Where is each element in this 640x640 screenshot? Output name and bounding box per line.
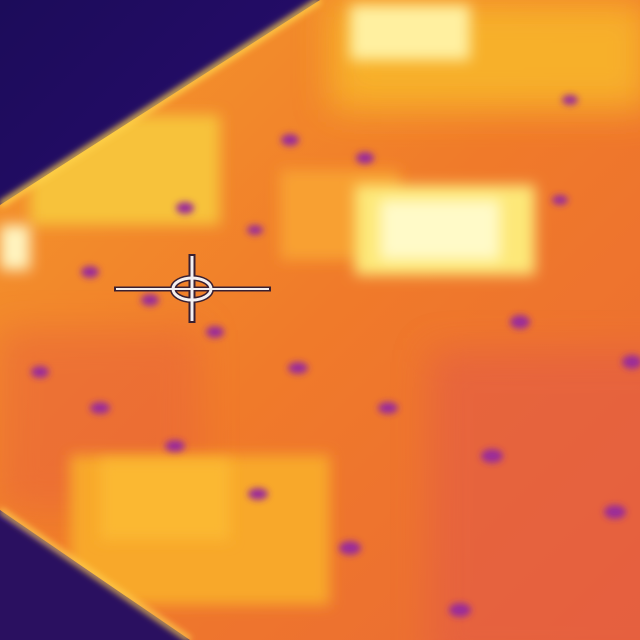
- dot: [176, 202, 194, 214]
- dot: [449, 603, 471, 617]
- crosshair: [114, 254, 271, 323]
- panel-edge: [0, 507, 192, 640]
- dot: [141, 294, 159, 306]
- dot: [165, 440, 185, 452]
- dot: [356, 152, 374, 164]
- bolt-dots: [31, 95, 640, 617]
- warm-region: [100, 460, 230, 540]
- hot-spot: [380, 200, 500, 260]
- dot: [247, 225, 263, 235]
- dot: [281, 134, 299, 146]
- dot: [206, 326, 224, 338]
- dot: [481, 449, 503, 463]
- panel-edge: [0, 0, 322, 208]
- dot: [552, 195, 568, 205]
- dot: [288, 362, 308, 374]
- dot: [339, 541, 361, 555]
- dot: [81, 266, 99, 278]
- dot: [604, 505, 626, 519]
- dot: [248, 488, 268, 500]
- dot: [510, 315, 530, 329]
- dot: [622, 355, 640, 369]
- cool-region: [430, 350, 640, 640]
- dot: [562, 95, 578, 105]
- dot: [378, 402, 398, 414]
- hot-spot: [350, 5, 470, 60]
- crosshair-ring: [171, 276, 213, 302]
- dot: [31, 366, 49, 378]
- dot: [90, 402, 110, 414]
- hot-spot: [0, 225, 30, 270]
